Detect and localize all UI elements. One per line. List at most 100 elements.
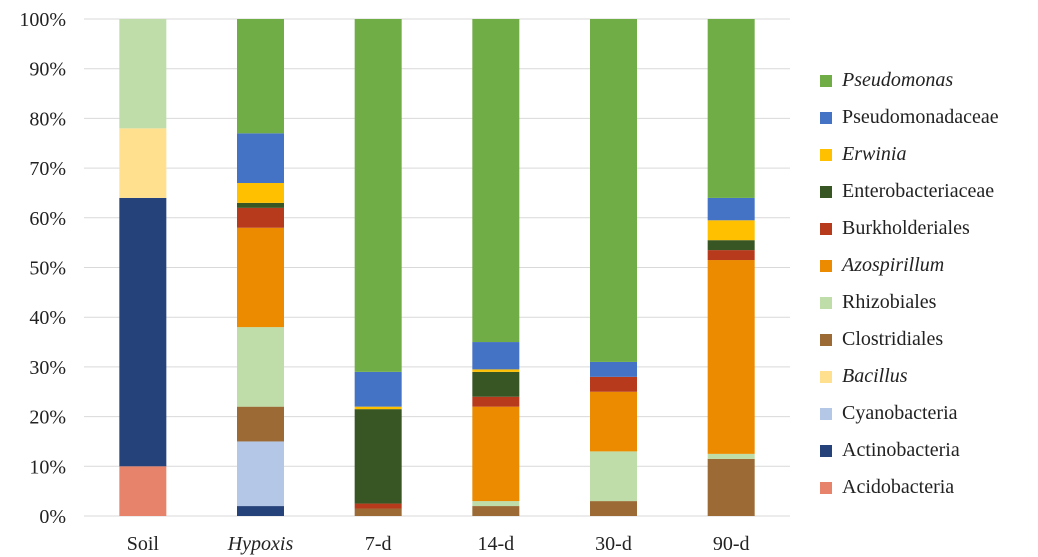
legend-item: Rhizobiales bbox=[820, 284, 1035, 321]
bar-segment bbox=[354, 371, 402, 407]
bar-segment bbox=[237, 406, 284, 442]
y-tick-label: 50% bbox=[29, 258, 66, 280]
legend-item: Acidobacteria bbox=[820, 469, 1035, 506]
legend-label: Enterobacteriaceae bbox=[842, 180, 995, 202]
bar-segment bbox=[119, 19, 167, 129]
legend-swatch bbox=[820, 259, 832, 272]
y-tick-label: 0% bbox=[39, 506, 66, 528]
bar-segment bbox=[472, 396, 520, 407]
bar-segment bbox=[237, 327, 284, 407]
legend-item: Enterobacteriaceae bbox=[820, 173, 1035, 210]
x-tick-label: 14-d bbox=[477, 533, 514, 555]
legend-label: Cyanobacteria bbox=[842, 402, 958, 424]
bar-segment bbox=[119, 128, 167, 198]
legend-swatch bbox=[820, 370, 832, 383]
legend-label: Actinobacteria bbox=[842, 439, 960, 461]
bar-segment bbox=[237, 183, 284, 203]
bar-segment bbox=[590, 501, 637, 516]
y-tick-label: 20% bbox=[29, 407, 66, 429]
legend-item: Clostridiales bbox=[820, 321, 1035, 358]
bar-segment bbox=[707, 250, 755, 261]
x-tick-label: Soil bbox=[127, 533, 160, 555]
legend-swatch bbox=[820, 407, 832, 420]
legend: Pseudomonas Pseudomonadaceae Erwinia Entero… bbox=[820, 62, 1035, 506]
bar-segment bbox=[707, 458, 755, 516]
bar-segment bbox=[590, 376, 637, 392]
bar-segment bbox=[119, 466, 167, 516]
bar-segment bbox=[590, 361, 637, 377]
legend-item: Erwinia bbox=[820, 136, 1035, 173]
legend-label: Clostridiales bbox=[842, 328, 944, 350]
y-tick-label: 60% bbox=[29, 208, 66, 230]
bar-segment bbox=[237, 441, 284, 507]
bar-segment bbox=[354, 409, 402, 504]
legend-item: Burkholderiales bbox=[820, 210, 1035, 247]
x-tick-label: 7-d bbox=[365, 533, 392, 555]
bar-segment bbox=[237, 202, 284, 208]
bar-segment bbox=[590, 19, 637, 362]
y-tick-label: 10% bbox=[29, 456, 66, 478]
legend-swatch bbox=[820, 111, 832, 124]
bar-segment bbox=[237, 227, 284, 328]
legend-swatch bbox=[820, 444, 832, 457]
legend-label: Pseudomonas bbox=[842, 69, 954, 91]
legend-label: Azospirillum bbox=[842, 254, 945, 276]
y-axis-ticks: 0% 10% 20% 30% 40% 50% 60% 70% 80% 90% 100% bbox=[19, 9, 66, 528]
bar-segment bbox=[119, 197, 167, 467]
legend-label: Bacillus bbox=[842, 365, 908, 387]
legend-swatch bbox=[820, 481, 832, 494]
bars bbox=[119, 19, 755, 516]
x-tick-label: 30-d bbox=[595, 533, 632, 555]
legend-item: Pseudomonas bbox=[820, 62, 1035, 99]
legend-item: Pseudomonadaceae bbox=[820, 99, 1035, 136]
legend-label: Acidobacteria bbox=[842, 476, 955, 498]
legend-swatch bbox=[820, 148, 832, 161]
y-tick-label: 80% bbox=[29, 108, 66, 130]
y-tick-label: 30% bbox=[29, 357, 66, 379]
x-tick-label: Hypoxis bbox=[227, 533, 294, 555]
bar-segment bbox=[472, 501, 520, 507]
bar-segment bbox=[707, 453, 755, 459]
legend-swatch bbox=[820, 222, 832, 235]
legend-swatch bbox=[820, 296, 832, 309]
bar-segment bbox=[707, 220, 755, 241]
bar-segment bbox=[707, 260, 755, 454]
y-tick-label: 40% bbox=[29, 307, 66, 329]
bar-segment bbox=[472, 19, 520, 343]
legend-label: Erwinia bbox=[842, 143, 907, 165]
bar-segment bbox=[354, 406, 402, 410]
legend-item: Actinobacteria bbox=[820, 432, 1035, 469]
gridlines bbox=[84, 18, 790, 517]
bar-segment bbox=[707, 19, 755, 198]
legend-swatch bbox=[820, 74, 832, 87]
x-axis-ticks: Soil Hypoxis 7-d 14-d 30-d 90-d bbox=[127, 533, 750, 555]
legend-item: Azospirillum bbox=[820, 247, 1035, 284]
legend-label: Burkholderiales bbox=[842, 217, 970, 239]
bar-segment bbox=[707, 197, 755, 221]
bar-segment bbox=[590, 391, 637, 452]
bar-segment bbox=[237, 133, 284, 184]
bar-segment bbox=[354, 19, 402, 372]
y-tick-label: 90% bbox=[29, 59, 66, 81]
legend-swatch bbox=[820, 185, 832, 198]
y-tick-label: 70% bbox=[29, 158, 66, 180]
bar-segment bbox=[354, 503, 402, 509]
bar-segment bbox=[237, 207, 284, 228]
bar-segment bbox=[472, 406, 520, 502]
bar-segment bbox=[354, 508, 402, 516]
bar-segment bbox=[472, 342, 520, 370]
bar-segment bbox=[472, 369, 520, 372]
legend-item: Bacillus bbox=[820, 358, 1035, 395]
bar-segment bbox=[472, 371, 520, 397]
y-tick-label: 100% bbox=[19, 9, 66, 31]
bar-segment bbox=[237, 19, 284, 134]
bar-segment bbox=[472, 506, 520, 516]
legend-label: Pseudomonadaceae bbox=[842, 106, 999, 128]
bar-segment bbox=[707, 240, 755, 251]
x-tick-label: 90-d bbox=[713, 533, 750, 555]
bar-segment bbox=[237, 506, 284, 516]
bar-segment bbox=[590, 451, 637, 502]
legend-label: Rhizobiales bbox=[842, 291, 937, 313]
legend-swatch bbox=[820, 333, 832, 346]
